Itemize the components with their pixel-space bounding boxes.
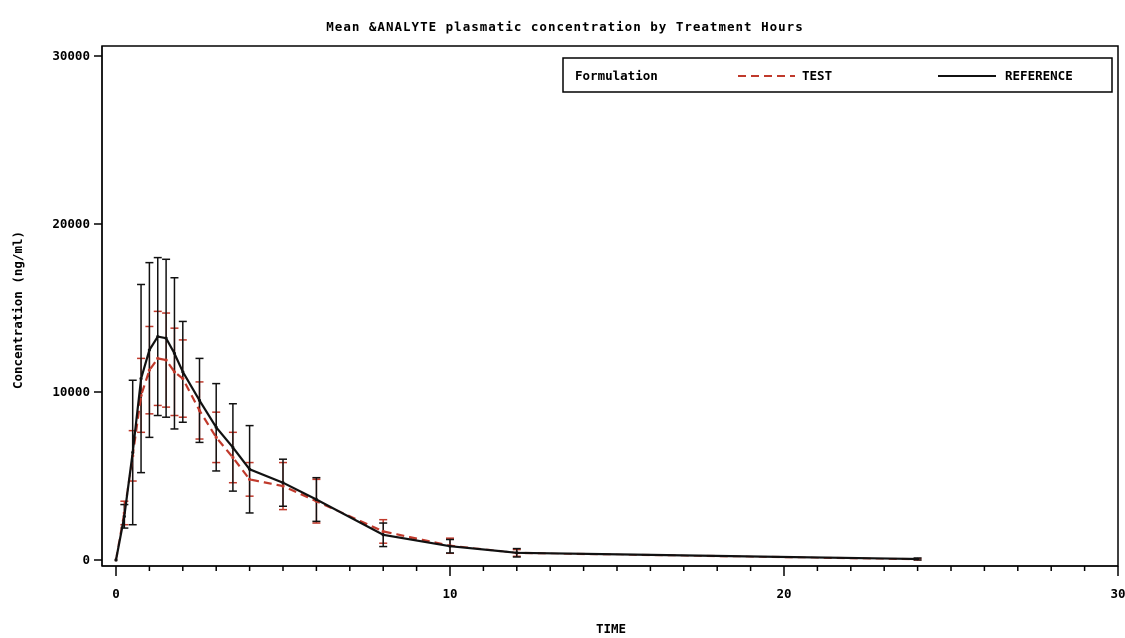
x-tick-label: 20 bbox=[776, 586, 791, 601]
x-axis-label: TIME bbox=[596, 621, 626, 636]
data-layer bbox=[114, 256, 922, 562]
data-point-reference bbox=[515, 551, 519, 555]
data-point-reference bbox=[114, 558, 118, 562]
x-tick-label: 0 bbox=[112, 586, 120, 601]
x-tick-label: 30 bbox=[1110, 586, 1125, 601]
data-point-test bbox=[197, 408, 202, 413]
data-point-test bbox=[248, 477, 252, 481]
y-tick-label: 20000 bbox=[52, 216, 90, 231]
y-tick-label: 0 bbox=[82, 552, 90, 567]
data-point-reference bbox=[281, 481, 285, 485]
legend-entry-test: TEST bbox=[802, 68, 832, 83]
data-point-reference bbox=[131, 450, 135, 455]
series-line-reference bbox=[114, 335, 918, 561]
data-point-reference bbox=[181, 370, 185, 374]
data-point-test bbox=[181, 376, 185, 381]
data-point-test bbox=[214, 435, 218, 439]
y-tick-label: 30000 bbox=[52, 48, 90, 63]
y-axis-label: Concentration (ng/ml) bbox=[10, 231, 25, 389]
data-point-reference bbox=[147, 348, 151, 352]
data-point-reference bbox=[172, 351, 177, 355]
legend-title: Formulation bbox=[575, 68, 658, 83]
data-point-test bbox=[147, 368, 151, 372]
data-point-reference bbox=[314, 497, 318, 502]
legend: Formulation TEST REFERENCE bbox=[562, 57, 1113, 93]
data-point-reference bbox=[916, 557, 920, 561]
data-point-test bbox=[381, 529, 385, 534]
x-tick-label: 10 bbox=[442, 586, 457, 601]
legend-box bbox=[562, 57, 1113, 93]
data-point-reference bbox=[248, 467, 252, 471]
data-point-reference bbox=[231, 445, 235, 450]
data-point-reference bbox=[381, 533, 385, 537]
chart-title: Mean &ANALYTE plasmatic concentration by… bbox=[326, 19, 803, 34]
data-point-test bbox=[172, 370, 177, 374]
data-point-reference bbox=[214, 425, 218, 429]
series-line-test bbox=[114, 357, 918, 561]
data-point-test bbox=[231, 455, 235, 460]
x-axis: 0 10 20 30 bbox=[102, 565, 1125, 601]
data-point-reference bbox=[448, 544, 452, 548]
legend-entry-reference: REFERENCE bbox=[1005, 68, 1073, 83]
data-point-reference bbox=[197, 398, 202, 402]
data-point-test bbox=[281, 484, 285, 488]
data-point-reference bbox=[156, 334, 160, 339]
data-point-test bbox=[156, 356, 160, 360]
data-point-reference bbox=[139, 376, 143, 381]
plot-frame bbox=[101, 45, 1119, 567]
data-point-test bbox=[164, 358, 168, 362]
y-tick-label: 10000 bbox=[52, 384, 90, 399]
data-point-reference bbox=[164, 336, 168, 340]
data-point-reference bbox=[122, 514, 126, 518]
y-axis: 0 10000 20000 30000 bbox=[52, 46, 103, 567]
